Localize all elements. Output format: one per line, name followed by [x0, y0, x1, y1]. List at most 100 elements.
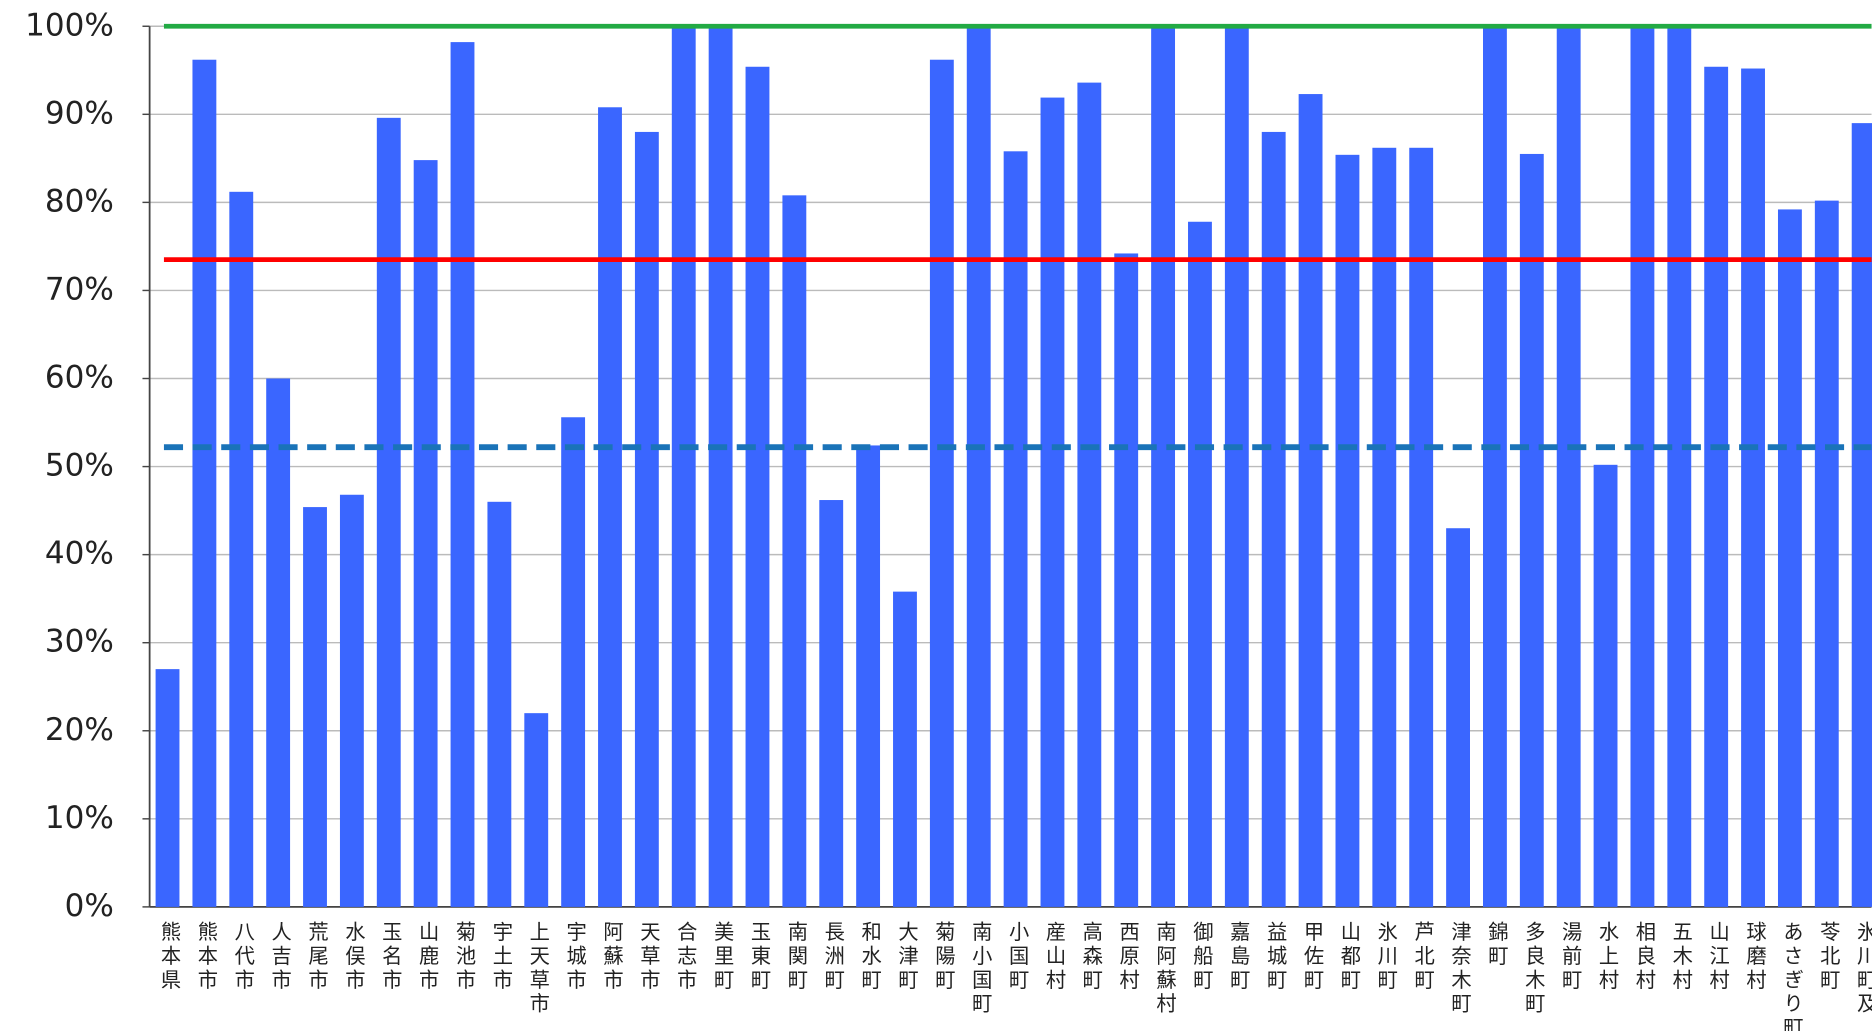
bar [1519, 153, 1544, 907]
x-tick-label: 大津町 [894, 921, 918, 993]
y-tick-label: 50% [45, 448, 114, 484]
bar [1556, 26, 1581, 907]
x-tick-label: 和水町 [858, 921, 882, 993]
bar [1741, 68, 1765, 907]
bar [634, 131, 659, 907]
x-tick-label: 小国町 [1005, 921, 1029, 993]
x-tick-label: 産山村 [1042, 921, 1066, 993]
bar [966, 26, 991, 907]
x-tick-label: 西原村 [1116, 921, 1140, 993]
bar [192, 59, 217, 907]
x-tick-label: 相良村 [1632, 921, 1656, 993]
bar [266, 378, 291, 907]
x-tick-label: 嘉島町 [1226, 921, 1250, 993]
y-tick-label: 40% [45, 536, 114, 572]
x-tick-label: 阿蘇市 [599, 921, 623, 993]
bar [1409, 147, 1434, 907]
x-tick-label: 錦町 [1484, 921, 1508, 969]
x-tick-label: 球磨村 [1743, 921, 1767, 993]
x-tick-label: 多良木町 [1521, 921, 1545, 1017]
x-tick-label: 人吉市 [268, 921, 292, 993]
bar [1040, 97, 1065, 907]
bar [413, 160, 438, 907]
bar [303, 507, 327, 907]
y-tick-label: 20% [45, 712, 114, 748]
x-tick-label: 水上村 [1595, 921, 1619, 993]
x-tick-label: 美里町 [710, 921, 734, 993]
x-tick-label: 氷川町 [1374, 921, 1398, 993]
x-tick-label: 長洲町 [821, 921, 845, 993]
x-tick-label: 山江村 [1706, 921, 1730, 993]
y-tick-label: 80% [45, 183, 114, 219]
x-tick-label: 宇城市 [563, 921, 587, 993]
x-tick-label: 山都町 [1337, 921, 1361, 993]
x-tick-label: 五木村 [1669, 921, 1693, 993]
bar [450, 42, 475, 907]
bar [819, 500, 844, 907]
bar [1483, 26, 1507, 907]
bar [229, 191, 254, 907]
bar [1704, 66, 1729, 907]
bar [893, 591, 917, 907]
bar [1851, 123, 1872, 907]
y-tick-label: 30% [45, 624, 114, 660]
bar [1446, 528, 1470, 907]
bar [1372, 147, 1397, 907]
x-tick-label: 菊陽町 [931, 921, 955, 993]
bar [671, 26, 696, 907]
bar [782, 195, 807, 907]
bar [1777, 209, 1802, 907]
x-tick-label: 熊本県 [157, 921, 181, 993]
x-tick-label: 苓北町 [1816, 921, 1840, 993]
x-tick-label: 南阿蘇村 [1153, 921, 1177, 1017]
y-tick-label: 100% [25, 7, 114, 43]
x-tick-label: 御船町 [1189, 921, 1213, 993]
y-tick-label: 10% [45, 800, 114, 836]
x-tick-label: 天草市 [636, 921, 660, 993]
x-tick-label: 熊本市 [194, 921, 218, 993]
x-tick-label: 玉名市 [378, 921, 402, 993]
x-tick-label: 氷川町及… [1853, 921, 1872, 1031]
x-tick-label: 益城町 [1263, 921, 1287, 993]
x-tick-label: 津奈木町 [1448, 921, 1472, 1017]
x-tick-label: 合志市 [673, 921, 697, 993]
bar [745, 66, 770, 907]
bar [1298, 94, 1323, 907]
bar [929, 59, 954, 907]
y-tick-label: 60% [45, 360, 114, 396]
x-tick-label: 水俣市 [341, 921, 365, 993]
bar [1630, 26, 1655, 907]
x-tick-label: 上天草市 [526, 921, 550, 1017]
bar [1077, 82, 1102, 907]
bar [155, 669, 180, 907]
x-tick-label: 八代市 [231, 921, 255, 993]
bar [1335, 154, 1360, 907]
bar [1593, 464, 1618, 907]
bar [708, 26, 733, 907]
bar [856, 445, 881, 907]
y-tick-label: 90% [45, 95, 114, 131]
x-tick-label: 宇土市 [489, 921, 513, 993]
x-tick-label: 甲佐町 [1300, 921, 1324, 993]
x-tick-label: 湯前町 [1558, 921, 1582, 993]
bar [376, 117, 401, 907]
bar [561, 417, 586, 907]
x-tick-label: 南小国町 [968, 921, 992, 1017]
bar [598, 107, 622, 907]
bar [1667, 26, 1692, 907]
bar [1151, 26, 1176, 907]
bar [1224, 26, 1249, 907]
bar [1003, 151, 1028, 907]
x-tick-label: あさぎり町 [1779, 921, 1803, 1031]
bar [1814, 200, 1839, 907]
y-tick-label: 0% [65, 888, 114, 924]
y-tick-label: 70% [45, 271, 114, 307]
bar [1261, 131, 1286, 907]
x-tick-label: 芦北町 [1411, 921, 1435, 993]
bar [487, 501, 512, 907]
bar [524, 713, 549, 907]
x-tick-label: 荒尾市 [305, 921, 329, 993]
x-tick-label: 菊池市 [452, 921, 476, 993]
